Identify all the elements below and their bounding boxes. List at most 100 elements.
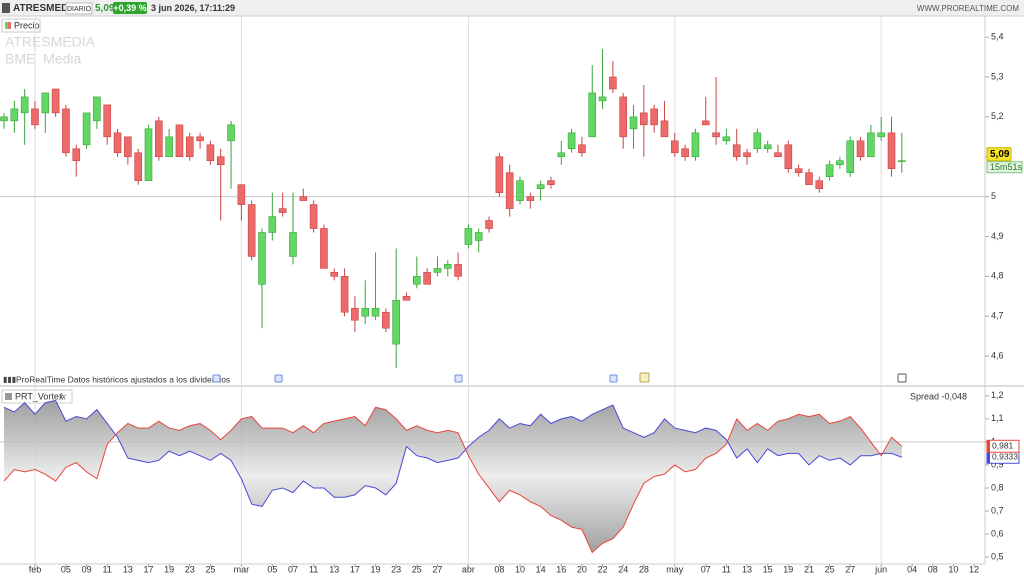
site[interactable]: WWW.PROREALTIME.COM xyxy=(917,4,1019,13)
price-legend-box[interactable] xyxy=(1,18,41,33)
candle-body xyxy=(815,180,824,189)
vortex-fill xyxy=(4,400,902,553)
price-tag xyxy=(986,147,1012,162)
x-tick-label: 17 xyxy=(350,564,360,574)
x-tick-label: 25 xyxy=(205,564,215,574)
candle-body xyxy=(320,228,328,269)
x-tick-label: 27 xyxy=(432,564,442,574)
x-tick-label: 13 xyxy=(123,564,133,574)
candle-body xyxy=(640,112,648,126)
candle-body xyxy=(258,232,266,285)
x-tick-label: 17 xyxy=(143,564,153,574)
x-tick-label: feb xyxy=(29,564,42,574)
candle-body xyxy=(340,276,349,313)
y-tick-label: 5,2 xyxy=(991,111,1004,121)
candle-body xyxy=(31,108,39,126)
event-icon[interactable] xyxy=(212,374,221,383)
indicator-legend-box[interactable] xyxy=(1,389,73,404)
candle-body xyxy=(165,136,173,158)
candle-body xyxy=(155,120,163,158)
x-tick-label: 11 xyxy=(722,564,731,574)
candle-body xyxy=(516,180,524,201)
candle-body xyxy=(691,132,700,158)
x-tick-label: 08 xyxy=(494,564,504,574)
timer-label: 15m51s xyxy=(990,162,1023,172)
x-tick-label: 14 xyxy=(536,564,546,574)
datetime: 3 jun 2026, 17:11:29 xyxy=(151,3,235,13)
change: +0,39 % xyxy=(113,3,146,13)
candle-body xyxy=(413,276,421,285)
x-tick-label: 24 xyxy=(618,564,628,574)
candle-body xyxy=(20,96,29,114)
period[interactable]: DIARIO xyxy=(67,6,92,13)
candle-body xyxy=(382,311,390,329)
candle-body xyxy=(805,172,813,185)
candle-body xyxy=(247,204,256,257)
candle-body xyxy=(185,136,194,158)
change-box xyxy=(113,2,147,14)
candle-body xyxy=(237,184,246,205)
legend-icon xyxy=(5,393,12,400)
candle-body xyxy=(505,172,514,209)
x-tick-label: 05 xyxy=(61,564,71,574)
candle-body xyxy=(134,152,142,181)
x-tick-label: 08 xyxy=(928,564,938,574)
legend-icon xyxy=(8,22,11,29)
y-tick-label: 5 xyxy=(991,191,996,201)
y-tick-label: 4,8 xyxy=(991,271,1004,281)
event-icon[interactable] xyxy=(639,372,650,383)
candle-body xyxy=(124,136,132,158)
x-tick-label: mar xyxy=(234,564,250,574)
candle-body xyxy=(650,108,658,126)
candle-body xyxy=(567,132,576,150)
candle-body xyxy=(526,196,535,201)
x-tick-label: 25 xyxy=(825,564,835,574)
event-icon[interactable] xyxy=(609,374,618,383)
candle-body xyxy=(598,96,607,102)
y-tick-label: 5,3 xyxy=(991,71,1004,81)
x-tick-label: 19 xyxy=(371,564,381,574)
event-icon[interactable] xyxy=(274,374,283,383)
candle-body xyxy=(392,299,400,345)
price-tag-label: 5,09 xyxy=(990,149,1010,160)
x-tick-label: 23 xyxy=(185,564,195,574)
last-value-marker xyxy=(987,440,990,453)
last-value-marker xyxy=(987,451,990,464)
event-icon[interactable] xyxy=(454,374,463,383)
x-tick-label: 13 xyxy=(742,564,752,574)
y-tick-label: 4,6 xyxy=(991,350,1004,360)
candle-body xyxy=(898,160,906,163)
candle-body xyxy=(557,152,566,158)
candle-body xyxy=(753,132,762,150)
candle-body xyxy=(701,120,710,126)
candle-body xyxy=(268,216,277,233)
last-price: 5,09 xyxy=(95,3,115,14)
candle-body xyxy=(578,144,586,154)
annotation: ProRealTime Datos históricos ajustados a… xyxy=(16,374,230,384)
fx-icon[interactable]: fx xyxy=(59,391,67,401)
x-tick-label: 27 xyxy=(845,564,855,574)
x-tick-label: 10 xyxy=(948,564,958,574)
last-value-label: 0,9333 xyxy=(992,452,1018,462)
candle-body xyxy=(609,76,617,90)
candle-body xyxy=(93,96,101,122)
y-tick-label: 5,4 xyxy=(991,32,1004,42)
y-tick-label: 0,5 xyxy=(991,551,1004,561)
x-tick-label: 19 xyxy=(164,564,174,574)
candle-body xyxy=(82,112,91,146)
price-legend[interactable]: Precio xyxy=(14,20,40,30)
x-tick-label: 04 xyxy=(907,564,917,574)
candle-body xyxy=(0,116,8,122)
period-box[interactable] xyxy=(65,2,93,15)
event-icon[interactable] xyxy=(897,373,907,383)
candle-body xyxy=(774,152,782,158)
indicator-title[interactable]: PRT_Vortex xyxy=(15,391,64,401)
watermark: ATRESMEDIA xyxy=(5,34,96,50)
x-tick-label: 12 xyxy=(969,564,979,574)
symbol-icon xyxy=(2,3,10,13)
candle-body xyxy=(660,120,669,138)
candle-body xyxy=(278,208,287,213)
spread: Spread -0,048 xyxy=(910,391,967,401)
